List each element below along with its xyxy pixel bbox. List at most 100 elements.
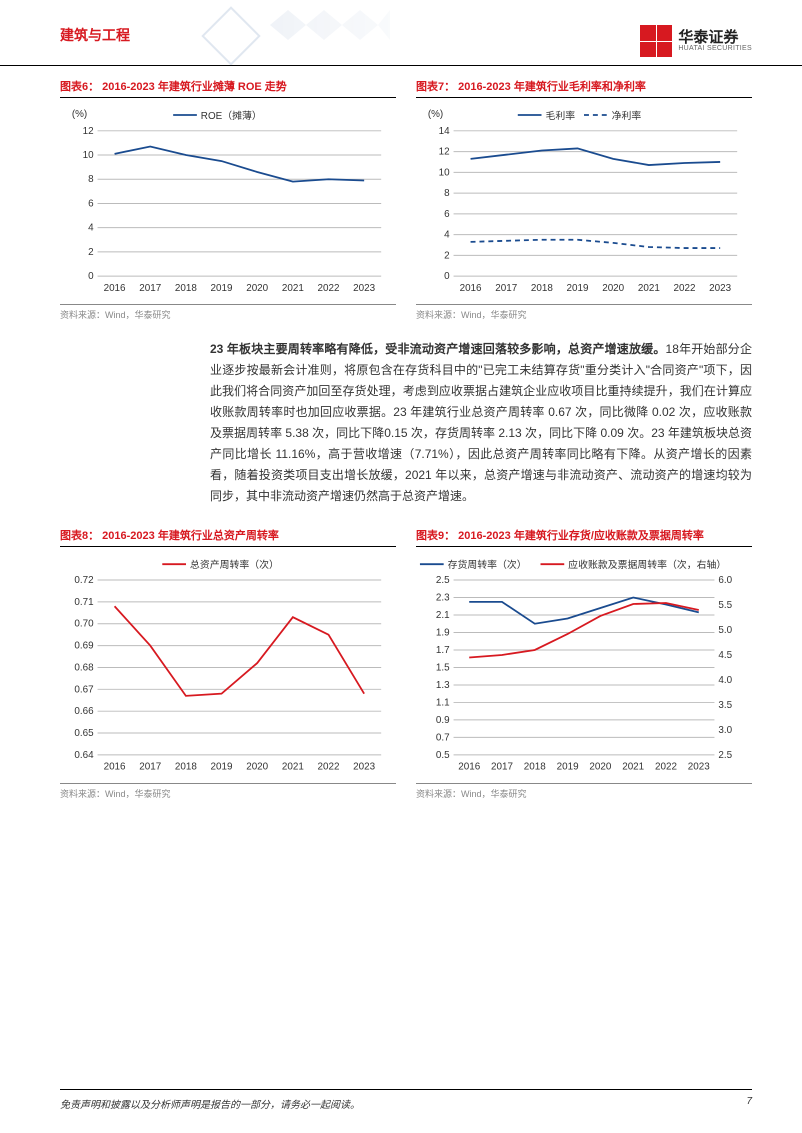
svg-text:2020: 2020 [602, 283, 624, 294]
paragraph-main: 23 年板块主要周转率略有降低，受非流动资产增速回落较多影响，总资产增速放缓。1… [210, 339, 752, 507]
svg-text:0.9: 0.9 [436, 715, 450, 726]
svg-text:2017: 2017 [139, 283, 161, 294]
chart-6-canvas: 0246810122016201720182019202020212022202… [60, 102, 396, 297]
svg-text:4.0: 4.0 [718, 675, 732, 686]
chart-6-title: 图表6： 2016-2023 年建筑行业摊薄 ROE 走势 [60, 76, 396, 98]
svg-text:ROE（摊薄）: ROE（摊薄） [201, 109, 262, 122]
svg-text:2018: 2018 [175, 283, 197, 294]
chart-6: 图表6： 2016-2023 年建筑行业摊薄 ROE 走势 0246810122… [60, 76, 396, 321]
svg-text:5.5: 5.5 [718, 600, 732, 611]
svg-text:2016: 2016 [104, 762, 126, 773]
svg-text:2017: 2017 [495, 283, 517, 294]
svg-text:4: 4 [88, 223, 94, 234]
svg-text:0.64: 0.64 [74, 750, 94, 761]
svg-text:8: 8 [88, 174, 94, 185]
svg-text:应收账款及票据周转率（次，右轴）: 应收账款及票据周转率（次，右轴） [568, 558, 726, 571]
svg-text:0.70: 0.70 [74, 619, 94, 630]
chart-9-source: 资料来源：Wind，华泰研究 [416, 783, 752, 800]
svg-text:2019: 2019 [557, 762, 579, 773]
svg-text:2.5: 2.5 [718, 750, 732, 761]
svg-text:总资产周转率（次）: 总资产周转率（次） [190, 558, 279, 571]
svg-text:10: 10 [439, 167, 450, 178]
svg-text:2021: 2021 [282, 283, 304, 294]
svg-text:12: 12 [83, 126, 94, 137]
svg-text:12: 12 [439, 147, 450, 158]
svg-text:1.3: 1.3 [436, 680, 450, 691]
svg-text:6.0: 6.0 [718, 575, 732, 586]
svg-text:2016: 2016 [458, 762, 480, 773]
svg-text:2023: 2023 [353, 762, 375, 773]
chart-7-canvas: 0246810121420162017201820192020202120222… [416, 102, 752, 297]
logo-text-en: HUATAI SECURITIES [678, 45, 752, 52]
chart-7-source: 资料来源：Wind，华泰研究 [416, 304, 752, 321]
page-header: 建筑与工程 华泰证券 HUATAI SECURITIES [0, 0, 802, 66]
svg-text:0.5: 0.5 [436, 750, 450, 761]
svg-text:(%): (%) [72, 109, 87, 120]
svg-text:6: 6 [88, 198, 94, 209]
svg-text:2022: 2022 [674, 283, 696, 294]
svg-text:2020: 2020 [589, 762, 611, 773]
svg-text:3.0: 3.0 [718, 725, 732, 736]
chart-9-canvas: 0.5 0.7 0.9 1.1 1.3 1.5 1.7 1.9 2.1 2.3 2.5 2.5 3.0 3… [416, 551, 752, 776]
svg-text:2: 2 [88, 247, 93, 258]
logo-text-cn: 华泰证券 [678, 30, 752, 45]
svg-text:0.69: 0.69 [74, 641, 94, 652]
chart-8: 图表8： 2016-2023 年建筑行业总资产周转率 0.64 0.65 0.66 0… [60, 525, 396, 800]
svg-text:1.7: 1.7 [436, 645, 450, 656]
header-title: 建筑与工程 [60, 25, 130, 45]
logo-icon [640, 25, 672, 57]
header-decoration [170, 0, 450, 60]
chart-9-title: 图表9： 2016-2023 年建筑行业存货/应收账款及票据周转率 [416, 525, 752, 547]
svg-text:2: 2 [444, 250, 450, 261]
svg-text:2022: 2022 [318, 283, 340, 294]
svg-text:2022: 2022 [318, 762, 340, 773]
svg-text:2016: 2016 [460, 283, 482, 294]
svg-text:2023: 2023 [688, 762, 710, 773]
svg-text:2017: 2017 [139, 762, 161, 773]
svg-text:2.5: 2.5 [436, 575, 450, 586]
svg-text:4: 4 [444, 230, 450, 241]
svg-text:2019: 2019 [211, 762, 233, 773]
svg-text:毛利率: 毛利率 [545, 109, 575, 122]
svg-text:2016: 2016 [104, 283, 126, 294]
svg-text:8: 8 [444, 188, 450, 199]
svg-text:0.7: 0.7 [436, 732, 450, 743]
svg-text:2022: 2022 [655, 762, 677, 773]
chart-7-title: 图表7： 2016-2023 年建筑行业毛利率和净利率 [416, 76, 752, 98]
svg-text:2021: 2021 [622, 762, 644, 773]
svg-text:3.5: 3.5 [718, 700, 732, 711]
svg-text:净利率: 净利率 [612, 109, 642, 122]
svg-text:2023: 2023 [353, 283, 375, 294]
svg-text:2019: 2019 [567, 283, 589, 294]
svg-text:2017: 2017 [491, 762, 513, 773]
svg-text:2020: 2020 [246, 283, 268, 294]
svg-text:(%): (%) [428, 109, 443, 120]
svg-text:1.5: 1.5 [436, 662, 450, 673]
chart-7: 图表7： 2016-2023 年建筑行业毛利率和净利率 024681012142… [416, 76, 752, 321]
svg-text:6: 6 [444, 209, 450, 220]
svg-text:2.3: 2.3 [436, 592, 450, 603]
svg-text:1.1: 1.1 [436, 697, 450, 708]
chart-8-title: 图表8： 2016-2023 年建筑行业总资产周转率 [60, 525, 396, 547]
svg-text:存货周转率（次）: 存货周转率（次） [448, 558, 527, 571]
svg-text:1.9: 1.9 [436, 627, 450, 638]
svg-text:2.1: 2.1 [436, 610, 450, 621]
footer-disclaimer: 免责声明和披露以及分析师声明是报告的一部分，请务必一起阅读。 [60, 1096, 360, 1111]
page-footer: 免责声明和披露以及分析师声明是报告的一部分，请务必一起阅读。 7 [60, 1089, 752, 1111]
svg-text:0.65: 0.65 [74, 728, 94, 739]
svg-text:2021: 2021 [282, 762, 304, 773]
svg-text:2020: 2020 [246, 762, 268, 773]
chart-9: 图表9： 2016-2023 年建筑行业存货/应收账款及票据周转率 0.5 0.7… [416, 525, 752, 800]
svg-text:2018: 2018 [531, 283, 553, 294]
svg-text:4.5: 4.5 [718, 650, 732, 661]
svg-text:2018: 2018 [524, 762, 546, 773]
svg-text:2023: 2023 [709, 283, 731, 294]
page-number: 7 [746, 1096, 752, 1111]
svg-text:0: 0 [88, 271, 94, 282]
svg-text:2019: 2019 [211, 283, 233, 294]
svg-text:0.68: 0.68 [74, 662, 94, 673]
chart-8-source: 资料来源：Wind，华泰研究 [60, 783, 396, 800]
svg-text:14: 14 [439, 126, 450, 137]
svg-text:0.66: 0.66 [74, 706, 94, 717]
svg-text:2018: 2018 [175, 762, 197, 773]
